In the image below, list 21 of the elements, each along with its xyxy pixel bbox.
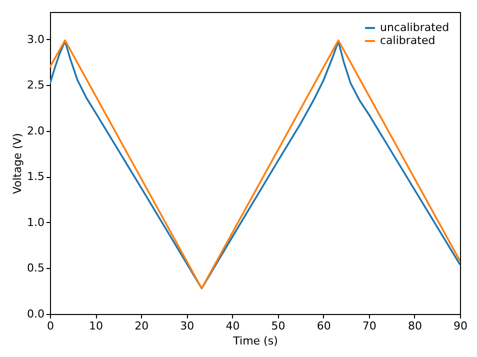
y-tick-label: 1.0 xyxy=(27,216,44,229)
x-tick-label: 60 xyxy=(316,320,331,332)
y-axis-title: Voltage (V) xyxy=(11,133,24,194)
legend-label: uncalibrated xyxy=(380,21,450,34)
y-tick-label: 1.5 xyxy=(27,170,44,184)
x-tick-label: 10 xyxy=(89,320,104,332)
x-tick-label: 90 xyxy=(454,320,468,332)
legend-label: calibrated xyxy=(380,34,436,47)
y-tick-label: 3.0 xyxy=(27,32,44,46)
y-tick-label: 0.0 xyxy=(27,308,44,320)
x-tick-label: 70 xyxy=(362,320,376,332)
x-tick-label: 50 xyxy=(271,320,286,332)
y-tick-label: 0.5 xyxy=(27,262,44,275)
x-tick-label: 40 xyxy=(226,320,240,332)
y-tick-label: 2.5 xyxy=(27,78,44,92)
x-tick-label: 20 xyxy=(134,320,149,332)
x-tick-label: 80 xyxy=(408,320,422,332)
x-axis-title: Time (s) xyxy=(232,334,278,348)
y-tick-label: 2.0 xyxy=(27,124,44,138)
x-tick-label: 0 xyxy=(47,320,54,332)
x-tick-label: 30 xyxy=(180,320,194,332)
